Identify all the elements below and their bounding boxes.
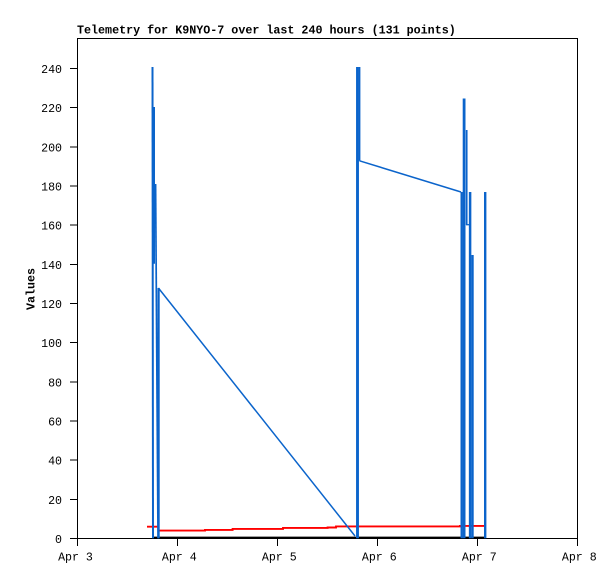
svg-text:0: 0 [55, 534, 62, 547]
svg-text:Apr 5: Apr 5 [262, 551, 297, 564]
svg-text:100: 100 [41, 338, 62, 351]
svg-text:120: 120 [41, 299, 62, 312]
svg-text:Apr 8: Apr 8 [562, 551, 597, 564]
svg-text:220: 220 [41, 103, 62, 116]
svg-text:Telemetry for K9NYO-7 over las: Telemetry for K9NYO-7 over last 240 hour… [77, 24, 456, 38]
svg-text:160: 160 [41, 221, 62, 234]
svg-text:Apr 7: Apr 7 [462, 551, 497, 564]
svg-text:Apr 4: Apr 4 [162, 551, 197, 564]
svg-text:200: 200 [41, 142, 62, 155]
svg-text:40: 40 [48, 456, 62, 469]
svg-text:180: 180 [41, 182, 62, 195]
svg-text:60: 60 [48, 417, 62, 430]
svg-text:20: 20 [48, 495, 62, 508]
svg-text:240: 240 [41, 64, 62, 77]
svg-text:80: 80 [48, 377, 62, 390]
svg-text:140: 140 [41, 260, 62, 273]
svg-text:Apr 3: Apr 3 [58, 551, 93, 564]
svg-text:Apr 6: Apr 6 [362, 551, 397, 564]
svg-text:Values: Values [25, 268, 39, 310]
